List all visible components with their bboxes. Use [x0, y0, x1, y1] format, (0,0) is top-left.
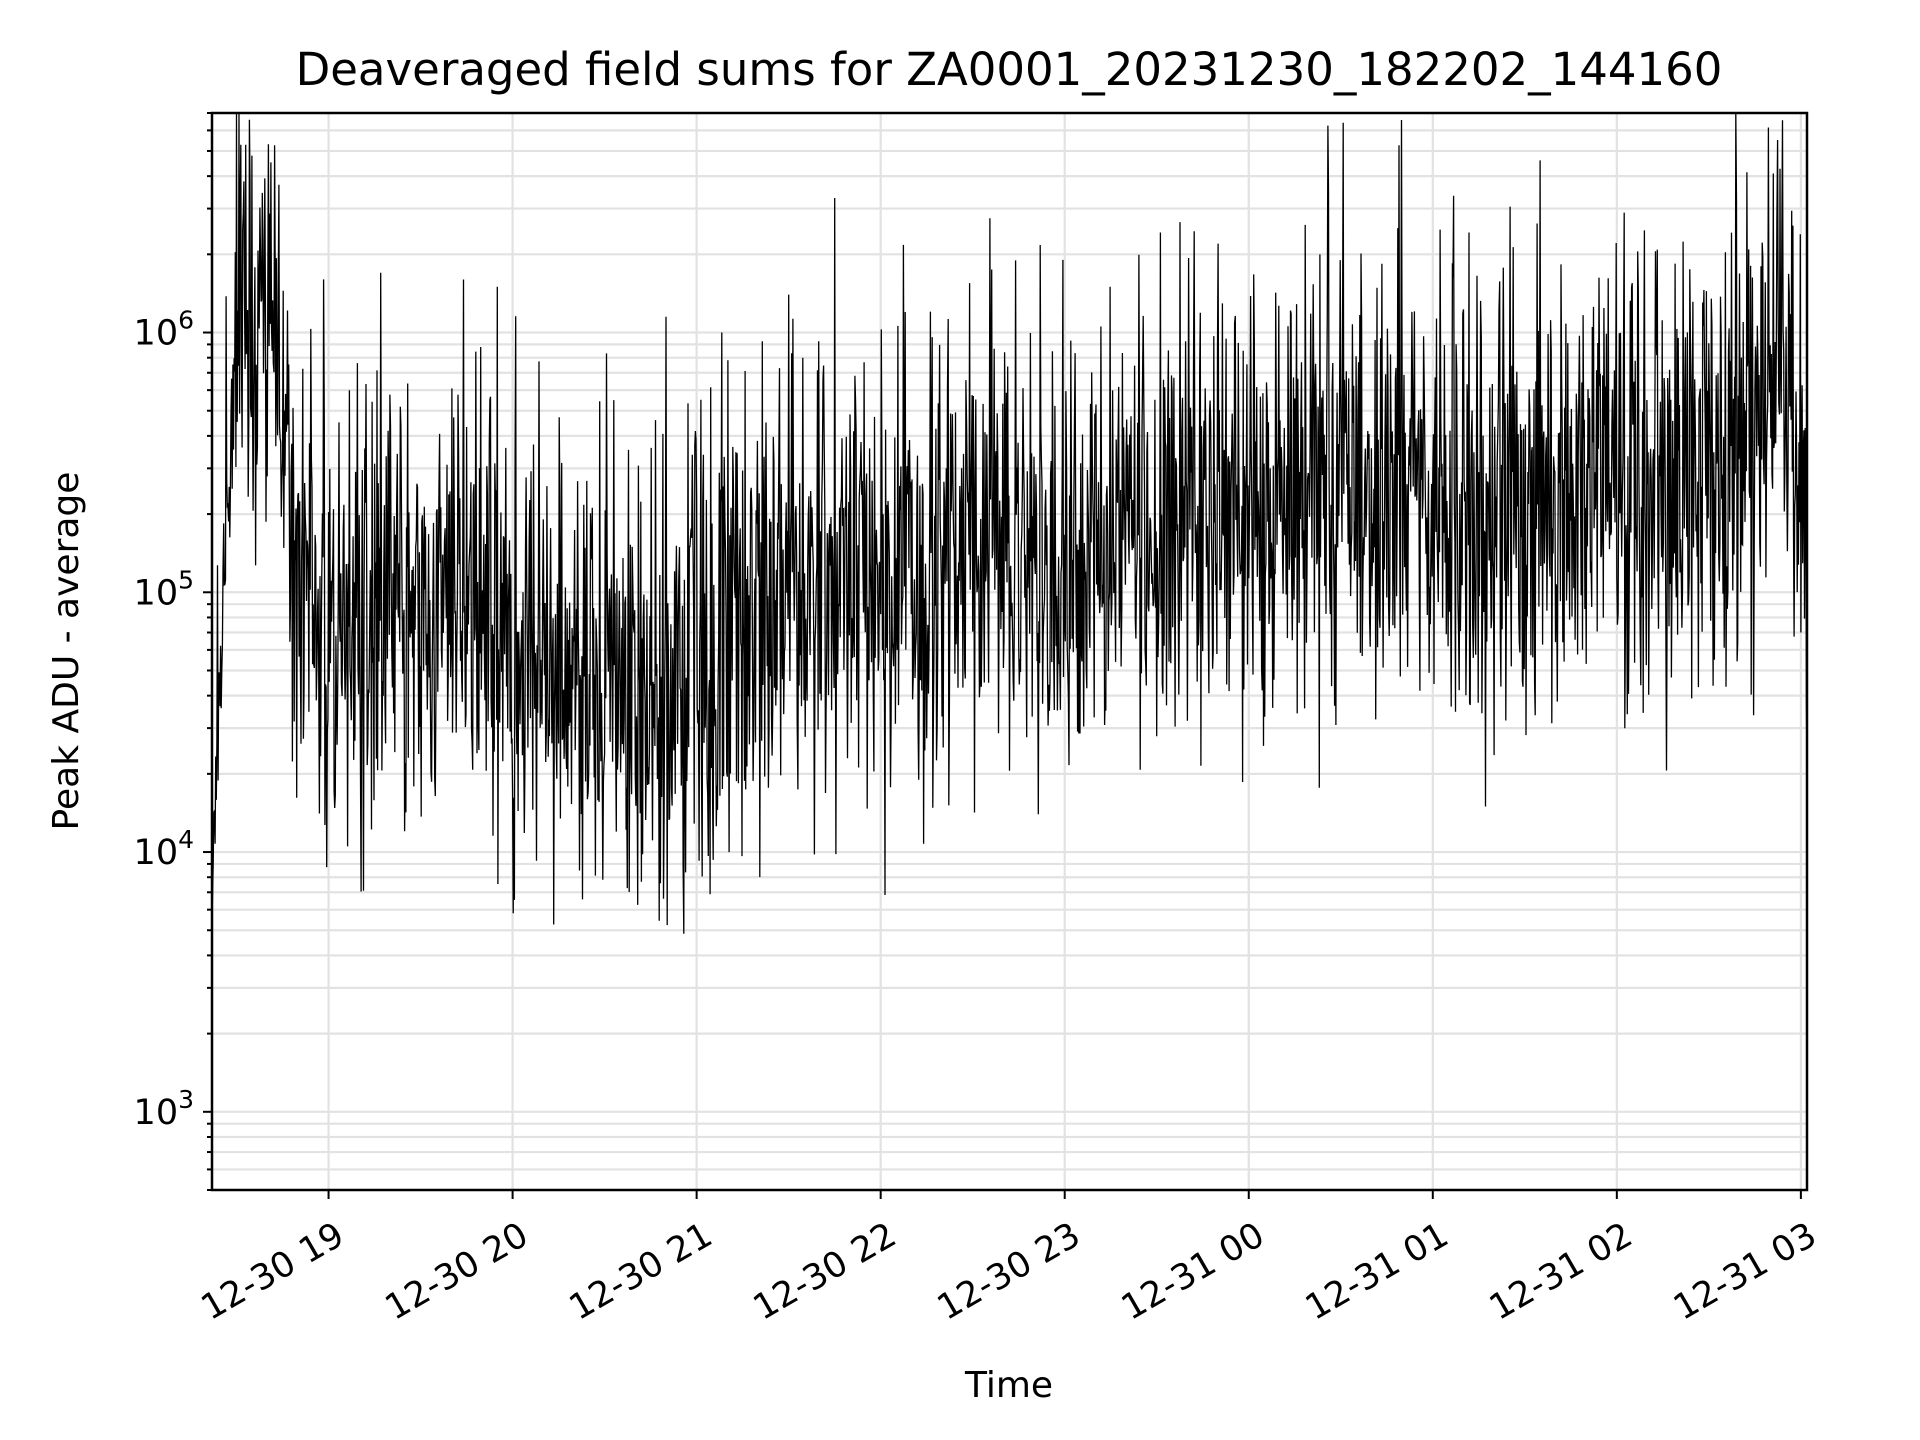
y-tick-label: 105: [134, 565, 194, 613]
plot-area: [211, 112, 1808, 934]
y-tick-label: 104: [134, 825, 194, 873]
x-axis: 12-30 19 12-30 20 12-30 21 12-30 22 12-30 23…: [195, 1190, 1823, 1328]
y-tick-label: 103: [134, 1085, 194, 1133]
x-tick-label: 12-30 19: [195, 1215, 351, 1328]
y-tick-label: 106: [134, 306, 194, 354]
chart-title: Deaveraged field sums for ZA0001_2023123…: [296, 43, 1723, 96]
series-line: [211, 112, 1808, 934]
y-axis-label: Peak ADU - average: [46, 472, 87, 831]
x-tick-label: 12-31 00: [1115, 1215, 1271, 1328]
x-axis-label: Time: [964, 1365, 1053, 1406]
x-tick-label: 12-30 23: [931, 1215, 1087, 1328]
x-tick-label: 12-30 20: [379, 1215, 535, 1328]
x-tick-label: 12-31 03: [1667, 1215, 1823, 1328]
plot-frame: [210, 111, 1809, 1192]
y-axis: 103 104 105 106: [134, 112, 212, 1191]
x-tick-label: 12-30 21: [563, 1215, 719, 1328]
x-tick-label: 12-31 02: [1483, 1215, 1639, 1328]
x-tick-label: 12-31 01: [1299, 1215, 1455, 1328]
x-tick-label: 12-30 22: [747, 1215, 903, 1328]
